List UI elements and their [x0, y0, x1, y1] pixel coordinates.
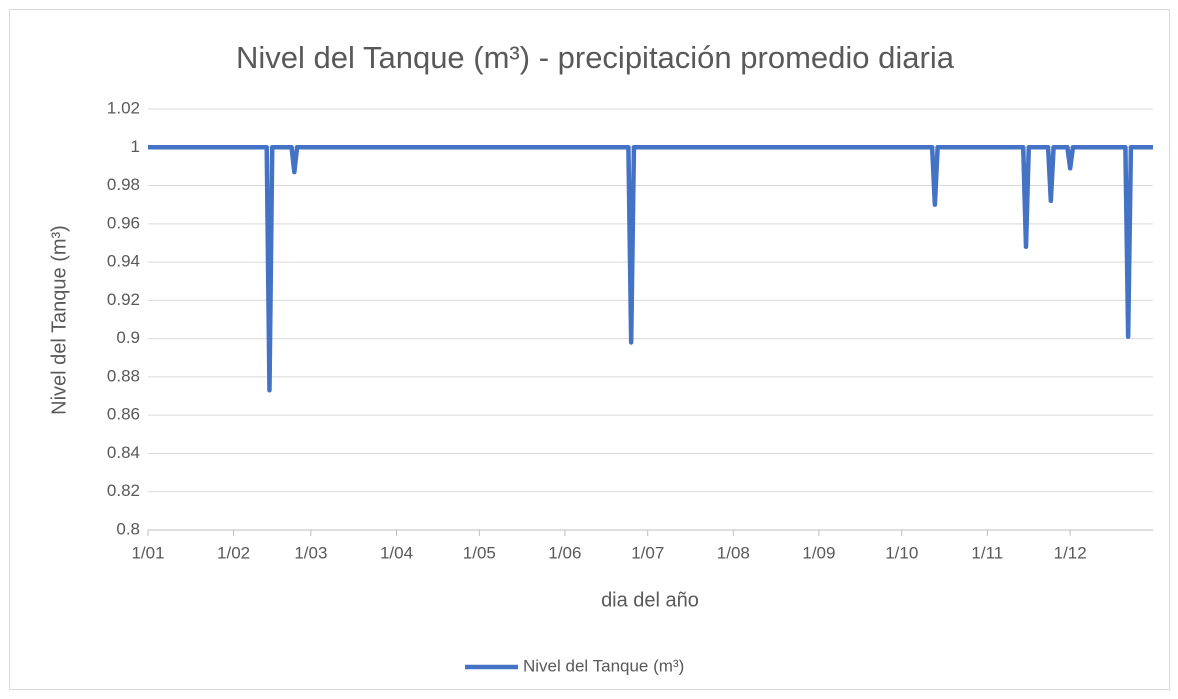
y-tick-label: 0.94	[107, 252, 140, 271]
y-axis-label: Nivel del Tanque (m³)	[48, 225, 70, 415]
y-tick-label: 0.84	[107, 443, 140, 462]
y-tick-label: 0.8	[116, 519, 140, 538]
x-tick-label: 1/11	[971, 543, 1003, 562]
y-tick-label: 0.82	[107, 481, 140, 500]
x-tick-label: 1/03	[294, 543, 327, 562]
data-line	[148, 145, 1153, 393]
x-tick-label: 1/12	[1054, 543, 1087, 562]
x-tick-label: 1/10	[885, 543, 918, 562]
y-tick-label: 0.88	[107, 366, 140, 385]
y-tick-label: 1	[131, 137, 140, 156]
x-tick-label: 1/04	[380, 543, 413, 562]
x-tick-label: 1/09	[802, 543, 835, 562]
x-tick-label: 1/06	[548, 543, 581, 562]
x-tick-label: 1/07	[631, 543, 664, 562]
x-tick-label: 1/02	[217, 543, 250, 562]
chart-title: Nivel del Tanque (m³) - precipitación pr…	[236, 40, 955, 75]
y-tick-label: 0.86	[107, 405, 140, 424]
x-tick-label: 1/05	[463, 543, 496, 562]
y-tick-label: 0.98	[107, 175, 140, 194]
chart-border	[9, 9, 1170, 690]
y-tick-label: 0.9	[116, 328, 140, 347]
y-tick-label: 0.92	[107, 290, 140, 309]
x-tick-label: 1/01	[131, 543, 164, 562]
x-tick-label: 1/08	[717, 543, 750, 562]
y-tick-label: 0.96	[107, 213, 140, 232]
x-axis-label: dia del año	[601, 589, 699, 611]
legend-label: Nivel del Tanque (m³)	[523, 656, 684, 675]
y-tick-label: 1.02	[107, 98, 140, 117]
